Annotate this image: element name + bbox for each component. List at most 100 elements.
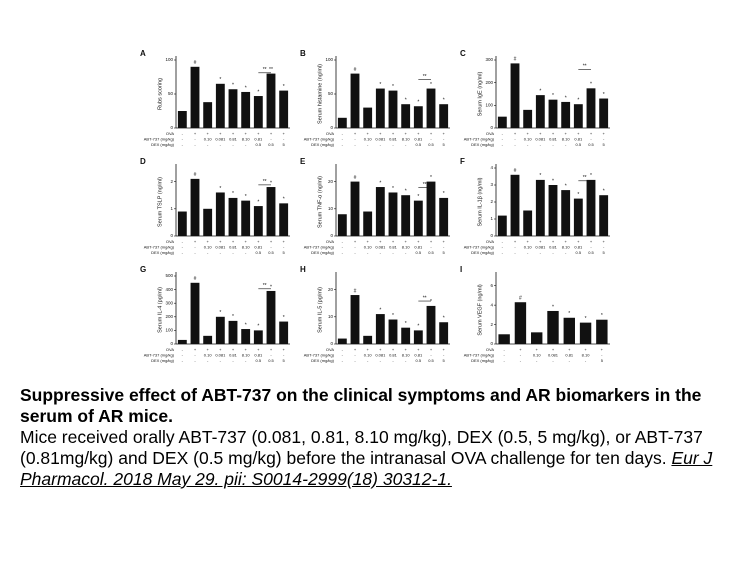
significance-marker: # <box>194 276 197 282</box>
row-cell: - <box>220 142 222 147</box>
y-tick-label: 200 <box>165 314 173 319</box>
y-tick-label: 200 <box>485 80 493 85</box>
row-label: DEX (mg/kg) <box>151 142 175 147</box>
row-label: ABT-737 (mg/kg) <box>464 245 495 250</box>
bar <box>279 203 289 236</box>
row-cell: 0.5 <box>576 250 582 255</box>
bar <box>350 181 360 236</box>
bar <box>228 89 238 128</box>
significance-marker: * <box>417 324 419 330</box>
bracket-label: ** <box>583 64 587 70</box>
y-axis-label: Serum histamine (ng/ml) <box>317 64 323 124</box>
row-cell: - <box>207 142 209 147</box>
y-tick-label: 100 <box>165 328 173 333</box>
row-cell: 5 <box>443 358 446 363</box>
row-cell: - <box>502 131 504 136</box>
row-cell: - <box>380 142 382 147</box>
row-label: OVA <box>166 131 174 136</box>
citation-link[interactable]: Eur J Pharmacol. 2018 May 29. pii: S0014… <box>20 448 713 489</box>
row-cell: - <box>601 353 603 358</box>
panel-letter: D <box>140 157 146 166</box>
bar <box>510 63 520 128</box>
row-cell: 5 <box>603 250 606 255</box>
y-tick-label: 50 <box>168 91 174 96</box>
panel-letter: F <box>460 157 465 166</box>
significance-marker: # <box>354 67 357 73</box>
row-cell: 0.81 <box>414 245 423 250</box>
row-cell: + <box>219 131 222 136</box>
significance-marker: * <box>270 180 272 186</box>
bar <box>573 198 583 236</box>
row-cell: - <box>207 250 209 255</box>
row-cell: - <box>182 358 184 363</box>
bar <box>177 339 187 344</box>
row-cell: 5 <box>283 358 286 363</box>
panel-letter: B <box>300 49 306 58</box>
row-cell: - <box>552 358 554 363</box>
bar <box>497 116 507 128</box>
significance-marker: * <box>257 199 259 205</box>
row-cell: 0.5 <box>416 142 422 147</box>
row-label: OVA <box>326 347 334 352</box>
row-cell: - <box>342 142 344 147</box>
significance-marker: * <box>219 310 221 316</box>
row-cell: + <box>590 239 593 244</box>
row-cell: - <box>354 353 356 358</box>
row-label: ABT-737 (mg/kg) <box>144 353 175 358</box>
y-axis-label: Serum IgE (ng/ml) <box>477 72 483 117</box>
row-cell: 0.5 <box>428 358 434 363</box>
significance-marker: * <box>565 183 567 189</box>
significance-marker: * <box>405 98 407 104</box>
row-cell: + <box>590 131 593 136</box>
row-cell: - <box>194 353 196 358</box>
row-cell: - <box>520 353 522 358</box>
bar <box>190 282 200 344</box>
row-cell: - <box>502 245 504 250</box>
bar <box>573 104 583 128</box>
caption-body: Mice received orally ABT-737 (0.081, 0.8… <box>20 427 703 468</box>
significance-marker: * <box>245 194 247 200</box>
row-cell: - <box>354 245 356 250</box>
row-cell: - <box>527 142 529 147</box>
row-cell: + <box>366 131 369 136</box>
bar <box>279 321 289 344</box>
bar <box>177 211 187 236</box>
significance-marker: * <box>430 175 432 181</box>
significance-marker: * <box>552 178 554 184</box>
row-cell: - <box>342 353 344 358</box>
row-cell: - <box>220 358 222 363</box>
row-cell: + <box>194 131 197 136</box>
y-axis-label: Serum TNF-α (ng/ml) <box>317 176 323 228</box>
significance-marker: * <box>219 186 221 192</box>
row-cell: + <box>602 131 605 136</box>
row-cell: 0.10 <box>524 245 533 250</box>
bar <box>241 91 251 128</box>
row-cell: 0.81 <box>565 353 574 358</box>
row-cell: + <box>514 239 517 244</box>
caption: Suppressive effect of ABT-737 on the cli… <box>20 385 742 490</box>
bar <box>547 310 559 344</box>
row-cell: 0.5 <box>268 358 274 363</box>
y-axis-label: Serum IL-4 (pg/ml) <box>157 287 163 333</box>
row-cell: - <box>443 353 445 358</box>
bar <box>190 66 200 128</box>
significance-marker: * <box>405 189 407 195</box>
row-cell: - <box>514 245 516 250</box>
row-cell: - <box>405 250 407 255</box>
bar <box>497 215 507 236</box>
row-cell: 0.5 <box>256 358 262 363</box>
row-cell: 5 <box>443 142 446 147</box>
row-cell: - <box>342 245 344 250</box>
y-tick-label: 2 <box>490 199 493 204</box>
panel-letter: I <box>460 265 462 274</box>
bar <box>388 319 398 344</box>
bar <box>388 192 398 236</box>
significance-marker: * <box>443 191 445 197</box>
bar <box>401 327 411 344</box>
row-cell: + <box>601 347 604 352</box>
bracket-label: ** <box>423 182 427 188</box>
bar <box>535 179 545 236</box>
bar <box>203 208 213 236</box>
row-cell: + <box>442 347 445 352</box>
row-cell: - <box>182 239 184 244</box>
